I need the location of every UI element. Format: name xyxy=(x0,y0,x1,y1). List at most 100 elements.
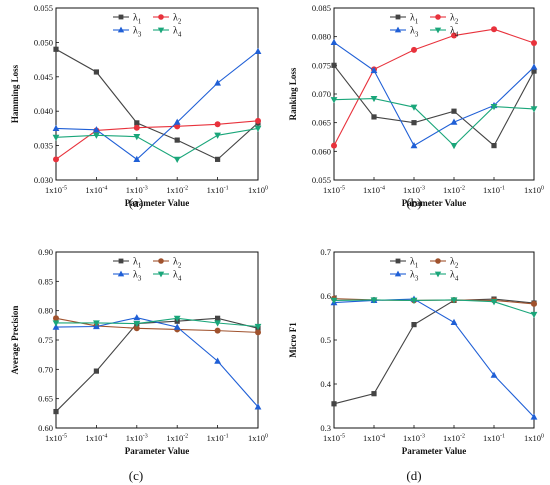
subfigure-caption: (c) xyxy=(129,468,143,483)
legend-marker xyxy=(435,258,441,264)
data-point xyxy=(530,413,538,420)
y-axis-label: Average Precision xyxy=(10,306,20,375)
y-tick-label: 0.85 xyxy=(38,276,53,286)
data-point xyxy=(93,69,99,75)
legend-label: λ1 xyxy=(133,257,142,270)
data-point xyxy=(255,329,261,336)
x-tick-label: 1x10-4 xyxy=(85,185,107,195)
legend: λ1 λ2 λ3 λ4 xyxy=(113,13,182,39)
data-point xyxy=(410,297,418,304)
data-point xyxy=(530,106,538,113)
data-point xyxy=(411,322,417,328)
x-tick-label: 1x100 xyxy=(524,185,544,195)
x-tick-label: 1x10-2 xyxy=(443,433,465,443)
y-tick-label: 0.040 xyxy=(34,106,53,116)
data-point xyxy=(530,311,538,319)
legend-label: λ2 xyxy=(450,257,459,270)
subfigure-caption: (b) xyxy=(406,195,421,210)
series-line xyxy=(333,98,535,147)
data-point xyxy=(254,403,262,410)
legend-label: λ3 xyxy=(410,26,419,39)
legend-marker xyxy=(395,258,401,264)
legend-label: λ4 xyxy=(450,270,459,283)
series-line xyxy=(333,299,535,316)
data-point xyxy=(371,114,377,120)
data-point xyxy=(410,104,418,111)
data-point xyxy=(450,143,458,150)
data-point xyxy=(254,323,262,331)
y-axis-label: Ranking Loss xyxy=(288,67,298,120)
data-point xyxy=(371,391,377,397)
series-line xyxy=(55,317,259,333)
y-axis-label: Hamming Loss xyxy=(10,64,20,123)
legend-marker xyxy=(435,14,441,20)
data-point xyxy=(370,95,378,103)
x-tick-label: 1x10-5 xyxy=(323,185,345,195)
data-point xyxy=(254,47,262,54)
legend-label: λ2 xyxy=(450,13,459,26)
data-point xyxy=(490,371,498,378)
x-tick-label: 1x100 xyxy=(248,433,268,443)
y-tick-label: 0.65 xyxy=(38,394,53,404)
series-line xyxy=(333,64,535,147)
data-point xyxy=(450,318,458,325)
series-4 xyxy=(330,297,538,319)
series-1 xyxy=(331,296,537,407)
y-tick-label: 0.3 xyxy=(320,423,331,433)
data-point xyxy=(133,320,141,328)
legend-label: λ1 xyxy=(410,257,419,270)
data-point xyxy=(52,320,60,327)
series-line xyxy=(55,48,259,161)
x-tick-label: 1x10-1 xyxy=(207,185,229,195)
legend-label: λ4 xyxy=(450,26,459,39)
x-axis-label: Parameter Value xyxy=(125,198,190,208)
x-tick-label: 1x10-5 xyxy=(45,433,67,443)
y-tick-label: 0.085 xyxy=(312,3,331,13)
data-point xyxy=(214,320,221,327)
y-tick-label: 0.5 xyxy=(320,335,331,345)
legend-label: λ3 xyxy=(133,270,142,283)
y-tick-label: 0.045 xyxy=(34,72,53,82)
x-tick-label: 1x10-1 xyxy=(483,185,505,195)
data-point xyxy=(531,300,537,307)
legend: λ1 λ2 λ3 λ4 xyxy=(390,257,459,283)
data-point xyxy=(93,126,100,133)
data-point xyxy=(53,46,59,52)
y-tick-label: 0.80 xyxy=(38,306,53,316)
data-point xyxy=(173,323,181,330)
data-point xyxy=(254,125,262,132)
x-tick-label: 1x10-4 xyxy=(85,433,107,443)
data-point xyxy=(93,320,100,327)
legend-marker xyxy=(157,271,165,278)
series-line xyxy=(55,317,259,412)
data-point xyxy=(133,325,140,332)
legend: λ1 λ2 λ3 λ4 xyxy=(113,257,182,283)
data-point xyxy=(214,121,221,128)
data-point xyxy=(214,132,221,139)
data-point xyxy=(255,117,261,124)
data-point xyxy=(451,108,457,114)
x-tick-label: 1x100 xyxy=(524,433,544,443)
y-tick-label: 0.4 xyxy=(320,379,331,389)
subfigure-caption: (a) xyxy=(129,195,143,210)
data-point xyxy=(490,299,498,306)
x-tick-label: 1x10-3 xyxy=(403,185,425,195)
plot-frame xyxy=(333,7,535,181)
y-tick-label: 0.6 xyxy=(320,291,331,301)
x-tick-label: 1x10-1 xyxy=(483,433,505,443)
x-tick-label: 1x10-2 xyxy=(166,433,188,443)
x-tick-label: 1x10-5 xyxy=(323,433,345,443)
x-tick-label: 1x10-3 xyxy=(126,185,148,195)
series-4 xyxy=(52,315,262,331)
data-point xyxy=(331,401,337,407)
y-tick-label: 0.035 xyxy=(34,141,53,151)
data-point xyxy=(53,315,59,322)
y-tick-label: 0.7 xyxy=(320,247,331,257)
legend-marker xyxy=(395,14,401,20)
y-tick-label: 0.70 xyxy=(38,364,53,374)
chart-a: 0.030 0.035 0.040 0.045 0.050 0.055 1x10-5 1x10… xyxy=(10,3,268,210)
x-axis-label: Parameter Value xyxy=(402,446,467,456)
data-point xyxy=(215,156,221,162)
y-tick-label: 0.030 xyxy=(34,175,53,185)
